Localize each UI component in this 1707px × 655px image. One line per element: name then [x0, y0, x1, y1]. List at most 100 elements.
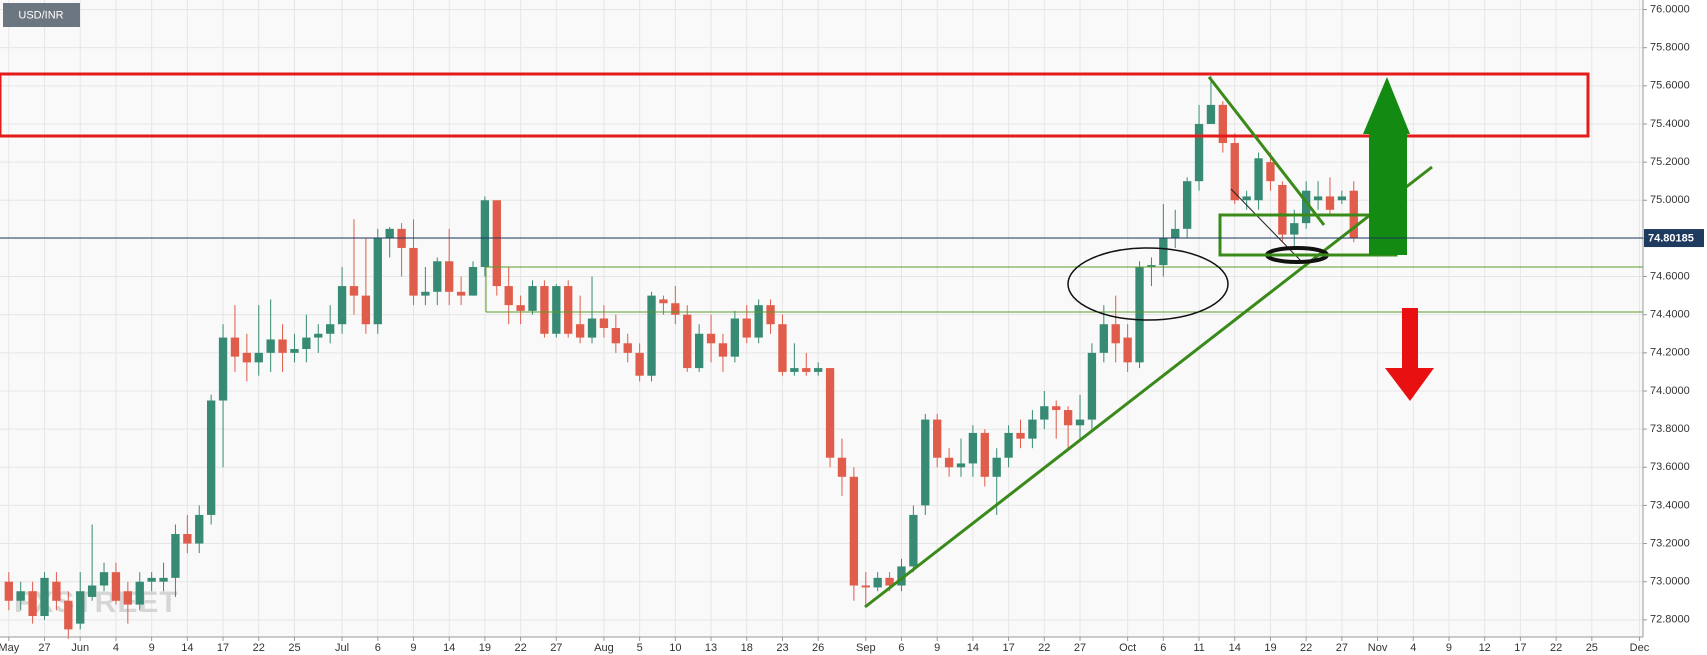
- candle-body: [980, 432, 989, 477]
- x-tick-label: 9: [410, 642, 416, 654]
- candle-body: [326, 324, 335, 334]
- candle-body: [230, 337, 240, 357]
- candle-body: [87, 585, 97, 597]
- trendline: [864, 165, 1433, 609]
- candle-body: [1099, 324, 1108, 353]
- x-tick-label: 25: [1586, 642, 1598, 654]
- candle-body: [302, 337, 311, 350]
- x-tick-label: 13: [705, 642, 717, 654]
- x-tick-label: 5: [637, 642, 643, 654]
- y-tick-label: 74.6000: [1650, 270, 1690, 282]
- candle-body: [16, 591, 25, 601]
- candle-body: [1159, 238, 1168, 266]
- x-tick-label: 22: [253, 642, 265, 654]
- candle-body: [4, 581, 13, 601]
- candle-body: [1266, 162, 1275, 182]
- y-tick-label: 72.8000: [1650, 614, 1690, 626]
- x-tick-label: 17: [1002, 642, 1014, 654]
- y-tick-label: 75.8000: [1650, 42, 1690, 54]
- candle-body: [730, 318, 740, 357]
- candle-body: [1087, 352, 1097, 420]
- candle-body: [183, 534, 192, 544]
- candle-body: [195, 514, 204, 544]
- candle-body: [1040, 406, 1049, 420]
- candle-body: [552, 286, 561, 334]
- candle-body: [64, 600, 73, 630]
- x-tick-label: 6: [1160, 642, 1166, 654]
- resistance-zone: [0, 72, 1590, 138]
- candle-body: [480, 200, 490, 268]
- candle-body: [52, 581, 61, 601]
- candle-body: [540, 286, 549, 334]
- y-tick-label: 75.6000: [1650, 80, 1690, 92]
- candle-body: [135, 581, 144, 605]
- candle-body: [671, 303, 680, 315]
- x-tick-label: 10: [669, 642, 681, 654]
- x-tick-label: 27: [1336, 642, 1348, 654]
- candle-body: [99, 572, 109, 586]
- y-tick-label: 76.0000: [1650, 3, 1690, 15]
- x-tick-label: 27: [1074, 642, 1086, 654]
- y-tick-label: 73.4000: [1650, 499, 1690, 511]
- candle-body: [28, 591, 37, 617]
- candle-body: [778, 324, 787, 372]
- candle-body: [123, 591, 132, 605]
- y-tick-label: 73.8000: [1650, 423, 1690, 435]
- candle-body: [1004, 432, 1013, 458]
- candle-body: [278, 339, 287, 353]
- x-tick-label: 23: [776, 642, 788, 654]
- x-tick-label: 22: [1550, 642, 1562, 654]
- candle-body: [849, 476, 859, 586]
- candle-body: [885, 577, 894, 586]
- candle-body: [1337, 196, 1347, 201]
- x-tick-label: 11: [1193, 642, 1204, 654]
- candle-body: [1301, 190, 1311, 224]
- symbol-label: USD/INR: [18, 9, 63, 21]
- candle-body: [40, 577, 49, 617]
- candle-body: [587, 318, 597, 338]
- candle-body: [802, 368, 811, 372]
- candle-body: [254, 352, 263, 363]
- candle-body: [575, 324, 585, 338]
- candle-body: [147, 577, 156, 582]
- candle-body: [433, 261, 442, 292]
- candle-body: [290, 349, 299, 353]
- candle-body: [1123, 337, 1132, 363]
- candle-body: [814, 368, 823, 372]
- x-tick-label: Nov: [1368, 642, 1388, 654]
- candle-body: [1230, 143, 1239, 201]
- candle-body: [1278, 184, 1287, 235]
- candle-body: [1254, 158, 1263, 201]
- candle-body: [159, 577, 168, 582]
- candle-body: [337, 286, 347, 325]
- candle-body: [897, 566, 906, 586]
- y-tick-label: 73.6000: [1650, 461, 1690, 473]
- candle-body: [968, 432, 978, 464]
- candle-body: [492, 200, 501, 287]
- candle-body: [1016, 432, 1025, 439]
- y-tick-label: 74.0000: [1650, 385, 1690, 397]
- candle-body: [564, 286, 573, 334]
- x-tick-label: 25: [288, 642, 300, 654]
- y-tick-label: 75.2000: [1650, 156, 1690, 168]
- y-tick-label: 75.4000: [1650, 118, 1690, 130]
- x-tick-label: 12: [1479, 642, 1491, 654]
- x-tick-label: 22: [514, 642, 526, 654]
- x-tick-label: Jun: [71, 642, 89, 654]
- candle-body: [76, 591, 85, 624]
- x-tick-label: 4: [1410, 642, 1416, 654]
- candle-body: [683, 314, 692, 369]
- x-tick-label: 14: [181, 642, 193, 654]
- y-tick-label: 74.2000: [1650, 347, 1690, 359]
- up-arrow-shaft: [1369, 134, 1407, 255]
- last-price-box: [1644, 229, 1704, 248]
- candle-body: [218, 337, 228, 401]
- candle-body: [1182, 181, 1192, 229]
- candle-body: [1135, 267, 1144, 363]
- circle-highlight: [1067, 247, 1229, 321]
- up-arrow-head: [1363, 77, 1410, 134]
- candle-body: [1075, 419, 1085, 426]
- candle-body: [111, 572, 121, 601]
- candle-body: [766, 305, 775, 325]
